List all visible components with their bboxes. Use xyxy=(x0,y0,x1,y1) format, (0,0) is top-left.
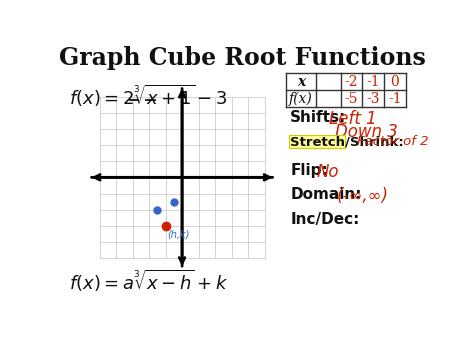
Text: Down 3: Down 3 xyxy=(335,124,398,141)
Text: (-∞,∞): (-∞,∞) xyxy=(337,187,389,204)
Text: Flip:: Flip: xyxy=(290,164,328,179)
Text: Domain:: Domain: xyxy=(290,187,362,202)
Text: Factor of 2: Factor of 2 xyxy=(357,135,428,148)
Text: x: x xyxy=(297,75,305,89)
Text: -1: -1 xyxy=(388,92,401,106)
Text: 0: 0 xyxy=(391,75,399,89)
Text: Graph Cube Root Functions: Graph Cube Root Functions xyxy=(60,47,426,70)
Text: $f(x) = a\sqrt[3]{x - h} + k$: $f(x) = a\sqrt[3]{x - h} + k$ xyxy=(69,268,228,294)
Text: No: No xyxy=(317,164,339,181)
Text: Inc/Dec:: Inc/Dec: xyxy=(290,212,360,227)
Text: -1: -1 xyxy=(366,75,380,89)
Text: -5: -5 xyxy=(345,92,358,106)
Text: Stretch/Shrink:: Stretch/Shrink: xyxy=(290,135,404,148)
Text: -2: -2 xyxy=(345,75,358,89)
Text: -3: -3 xyxy=(366,92,380,106)
Bar xyxy=(290,135,345,148)
Text: Shifts:: Shifts: xyxy=(290,110,346,125)
Text: $f(x) = 2\sqrt[3]{x+1} - 3$: $f(x) = 2\sqrt[3]{x+1} - 3$ xyxy=(69,83,227,109)
Text: Left 1: Left 1 xyxy=(329,110,377,127)
Text: (h,k): (h,k) xyxy=(167,230,190,240)
Text: f(x): f(x) xyxy=(289,92,313,106)
